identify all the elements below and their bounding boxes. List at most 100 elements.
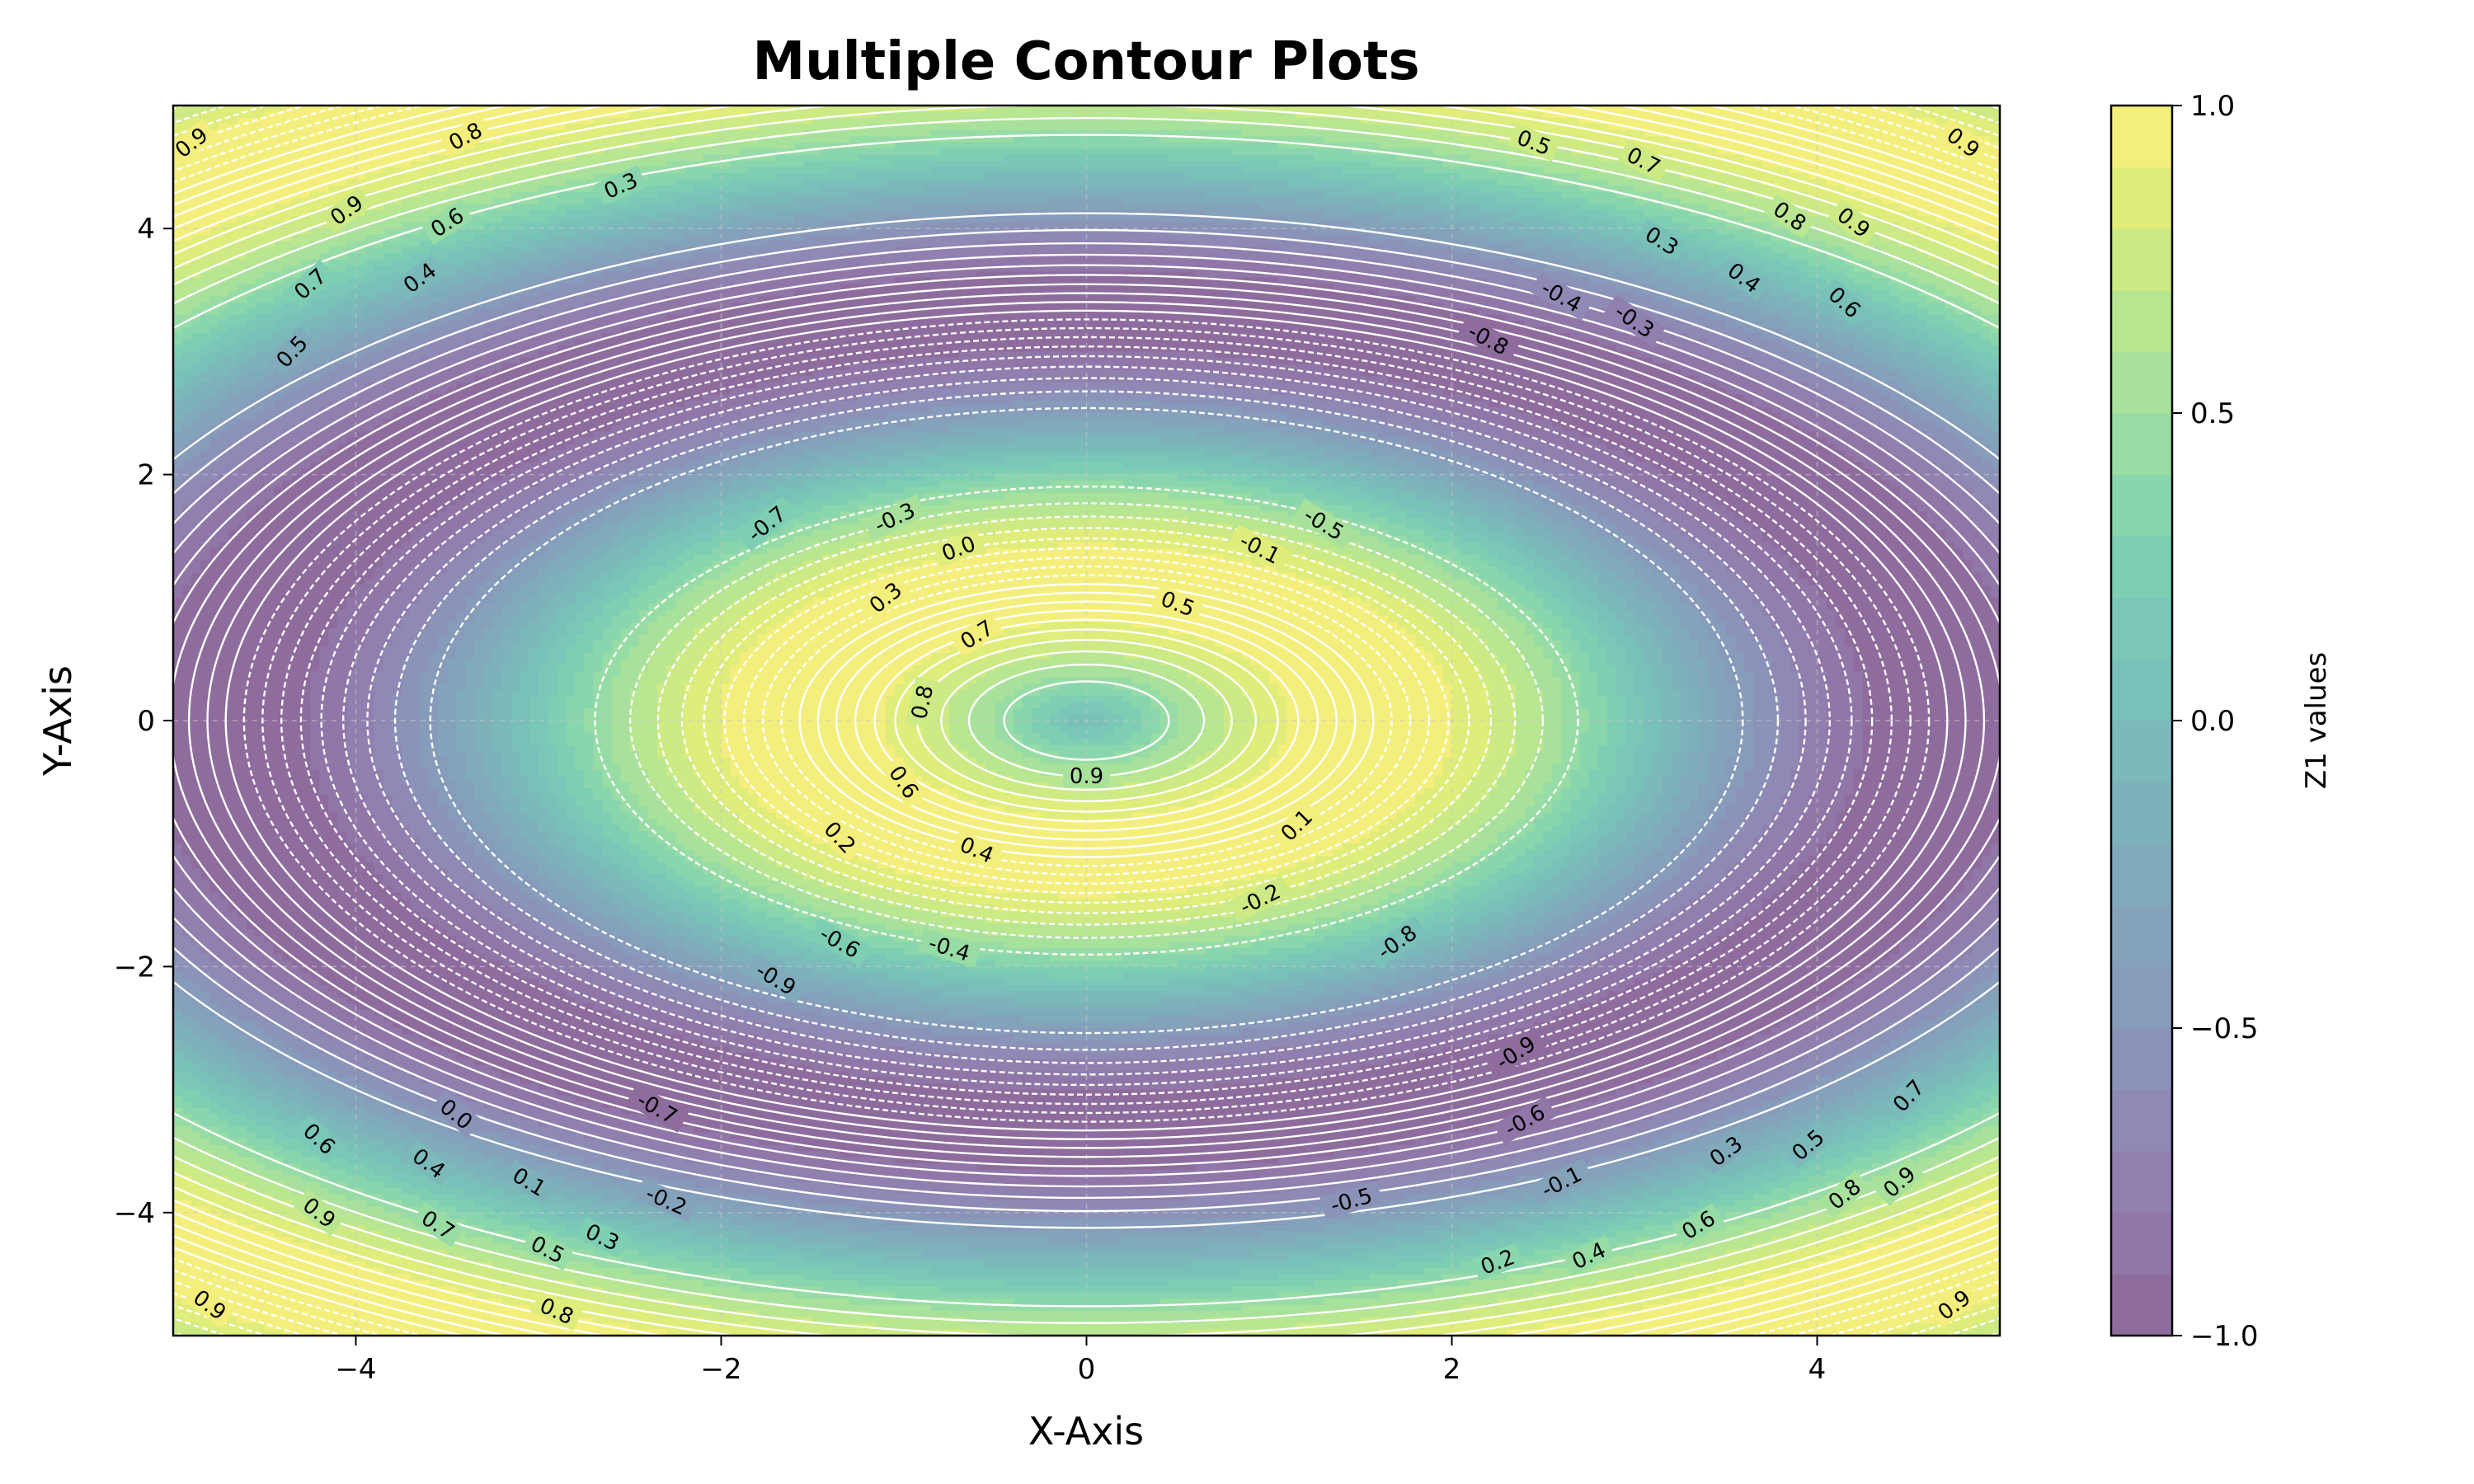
fill-cell bbox=[456, 241, 494, 248]
fill-cell bbox=[611, 739, 631, 746]
fill-cell bbox=[1771, 302, 1809, 309]
fill-cell bbox=[310, 714, 348, 721]
fill-cell bbox=[392, 696, 421, 703]
fill-cell bbox=[1552, 609, 1572, 617]
fill-cell bbox=[904, 757, 941, 764]
fill-cell bbox=[1790, 321, 1818, 328]
fill-cell bbox=[1488, 449, 1535, 457]
fill-cell bbox=[383, 321, 412, 328]
fill-cell bbox=[237, 339, 256, 346]
fill-cell bbox=[757, 136, 850, 143]
fill-cell bbox=[539, 751, 557, 758]
fill-cell bbox=[173, 812, 338, 819]
fill-cell bbox=[1378, 524, 1407, 531]
fill-cell bbox=[840, 431, 896, 439]
fill-cell bbox=[620, 419, 685, 426]
fill-cell bbox=[1543, 880, 1572, 888]
fill-cell bbox=[1780, 696, 1799, 703]
fill-cell bbox=[173, 837, 348, 844]
fill-cell bbox=[1278, 566, 1343, 574]
fill-cell bbox=[1360, 486, 1398, 494]
fill-cell bbox=[1634, 744, 1663, 752]
fill-cell bbox=[703, 492, 731, 500]
fill-cell bbox=[566, 721, 585, 728]
fill-cell bbox=[1525, 904, 1553, 912]
fill-cell bbox=[1250, 561, 1325, 568]
fill-cell bbox=[237, 948, 275, 956]
fill-cell bbox=[794, 868, 831, 876]
fill-cell bbox=[1725, 899, 1763, 906]
fill-cell bbox=[1762, 308, 1790, 316]
fill-cell bbox=[1689, 800, 1709, 808]
fill-cell bbox=[1606, 702, 1626, 709]
fill-cell bbox=[264, 259, 302, 266]
fill-cell bbox=[638, 800, 667, 808]
fill-cell bbox=[173, 505, 183, 512]
fill-cell bbox=[684, 732, 722, 740]
fill-cell bbox=[812, 468, 850, 476]
fill-cell bbox=[611, 191, 658, 199]
fill-cell bbox=[209, 444, 229, 451]
fill-cell bbox=[401, 757, 421, 764]
fill-cell bbox=[447, 591, 476, 599]
fill-cell bbox=[1516, 474, 1553, 481]
fill-cell bbox=[420, 702, 439, 709]
fill-cell bbox=[1716, 241, 1754, 248]
fill-cell bbox=[1378, 419, 1434, 426]
fill-cell bbox=[520, 609, 539, 617]
fill-cell bbox=[1597, 757, 1617, 764]
fill-cell bbox=[1963, 554, 2000, 561]
fill-cell bbox=[611, 462, 649, 469]
fill-cell bbox=[1671, 154, 1745, 162]
fill-cell bbox=[1771, 763, 1799, 771]
fill-cell bbox=[629, 868, 649, 876]
fill-cell bbox=[557, 554, 585, 561]
fill-cell bbox=[219, 499, 266, 506]
fill-cell bbox=[1588, 769, 1617, 777]
fill-cell bbox=[501, 824, 521, 832]
fill-cell bbox=[1360, 597, 1407, 604]
fill-cell bbox=[510, 659, 530, 666]
fill-cell bbox=[1552, 671, 1581, 679]
fill-cell bbox=[191, 437, 210, 444]
fill-cell bbox=[712, 142, 795, 149]
fill-cell bbox=[401, 406, 658, 414]
fill-cell bbox=[1808, 271, 1846, 279]
fill-cell bbox=[1926, 954, 1964, 961]
fill-cell bbox=[173, 628, 329, 636]
fill-cell bbox=[200, 345, 219, 352]
fill-cell bbox=[1917, 449, 1955, 457]
fill-cell bbox=[474, 874, 503, 881]
fill-cell bbox=[301, 333, 320, 340]
fill-cell bbox=[1689, 321, 1727, 328]
fill-cell bbox=[1424, 862, 1453, 869]
fill-cell bbox=[1241, 751, 1279, 758]
fill-cell bbox=[1561, 425, 1799, 432]
fill-cell bbox=[602, 271, 658, 279]
fill-cell bbox=[1397, 173, 1462, 181]
fill-cell bbox=[310, 241, 348, 248]
fill-cell bbox=[1644, 714, 1663, 721]
fill-cell bbox=[794, 492, 831, 500]
fill-cell bbox=[575, 683, 595, 691]
fill-cell bbox=[647, 812, 676, 819]
fill-cell bbox=[200, 413, 229, 420]
fill-cell bbox=[712, 788, 750, 796]
fill-cell bbox=[1433, 536, 1462, 543]
fill-cell bbox=[401, 579, 430, 586]
fill-cell bbox=[310, 763, 348, 771]
fill-cell bbox=[1698, 234, 1736, 242]
fill-cell bbox=[1479, 800, 1507, 808]
fill-cell bbox=[1981, 376, 2000, 383]
fill-cell bbox=[1606, 548, 1626, 556]
fill-cell bbox=[995, 726, 1014, 734]
fill-cell bbox=[1707, 357, 1754, 364]
fill-cell bbox=[1460, 191, 1517, 199]
fill-cell bbox=[739, 874, 768, 881]
fill-cell bbox=[1205, 776, 1252, 783]
fill-cell bbox=[1324, 419, 1380, 426]
fill-cell bbox=[794, 585, 841, 592]
fill-cell bbox=[501, 277, 539, 284]
fill-cell bbox=[1579, 788, 1608, 796]
fill-cell bbox=[584, 603, 604, 611]
